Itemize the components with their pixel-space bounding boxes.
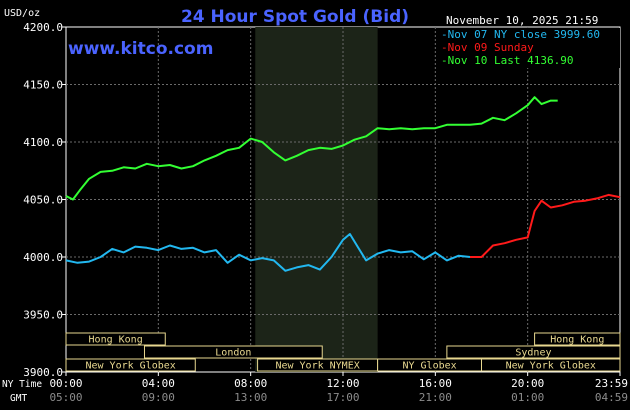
session-label: New York Globex: [85, 361, 175, 372]
grid-lines: [66, 27, 620, 372]
series-line: [470, 193, 621, 258]
legend: -Nov 07 NY close 3999.60-Nov 09 Sunday-N…: [438, 28, 620, 68]
y-tick-label: 4150.0: [23, 79, 63, 92]
legend-entry: -Nov 10 Last 4136.90: [441, 54, 573, 67]
y-tick-label: 4050.0: [23, 194, 63, 207]
gmt-label: GMT: [10, 393, 27, 404]
x-tick-label-ny: 12:00: [326, 377, 359, 390]
x-tick-label-gmt: 21:00: [419, 391, 452, 404]
x-tick-label-ny: 08:00: [234, 377, 267, 390]
x-tick-label-gmt: 04:59: [595, 391, 628, 404]
y-tick-label: 3950.0: [23, 309, 63, 322]
series-line: [65, 233, 471, 272]
y-tick-label: 4000.0: [23, 251, 63, 264]
x-tick-label-gmt: 13:00: [234, 391, 267, 404]
x-tick-label-ny: 23:59: [595, 377, 628, 390]
session-box: [446, 345, 621, 359]
session-label: NY Globex: [402, 361, 456, 372]
session-box: [65, 332, 166, 346]
session-label: New York NYMEX: [275, 361, 359, 372]
site-url[interactable]: www.kitco.com: [68, 39, 213, 59]
ny-time-label: NY Time: [2, 379, 42, 390]
x-tick-label-ny: 16:00: [419, 377, 452, 390]
timestamp: November 10, 2025 21:59: [446, 14, 598, 27]
x-tick-label-gmt: 17:00: [326, 391, 359, 404]
y-tick-label: 3900.0: [23, 366, 63, 379]
x-tick-label-ny: 20:00: [511, 377, 544, 390]
x-tick-label-ny: 04:00: [142, 377, 175, 390]
session-label: Hong Kong: [550, 335, 604, 346]
legend-box: [438, 28, 620, 68]
series-line: [65, 96, 558, 201]
y-axis-label: USD/oz: [4, 8, 40, 19]
session-box: [534, 332, 621, 346]
legend-entry: -Nov 07 NY close 3999.60: [441, 28, 600, 41]
y-tick-label: 4100.0: [23, 136, 63, 149]
x-tick-label-gmt: 05:00: [49, 391, 82, 404]
session-box: [65, 358, 196, 372]
session-label: New York Globex: [506, 361, 596, 372]
y-tick-label: 4200.0: [23, 21, 63, 34]
legend-entry: -Nov 09 Sunday: [441, 41, 534, 54]
market-sessions: Hong Kong London New York Globex New York N…: [65, 332, 621, 372]
y-axis-ticks: 4200.0 4150.0 4100.0 4050.0 4000.0 3950.0 3900…: [23, 21, 66, 379]
x-tick-label-gmt: 09:00: [142, 391, 175, 404]
session-box: [143, 345, 323, 359]
session-label: Hong Kong: [89, 335, 143, 346]
chart-title: 24 Hour Spot Gold (Bid): [181, 7, 409, 27]
x-tick-label-ny: 00:00: [49, 377, 82, 390]
session-box: [481, 358, 621, 372]
x-tick-label-gmt: 01:00: [511, 391, 544, 404]
session-label: London: [215, 348, 251, 359]
session-label: Sydney: [515, 348, 551, 359]
price-series: [65, 96, 621, 272]
